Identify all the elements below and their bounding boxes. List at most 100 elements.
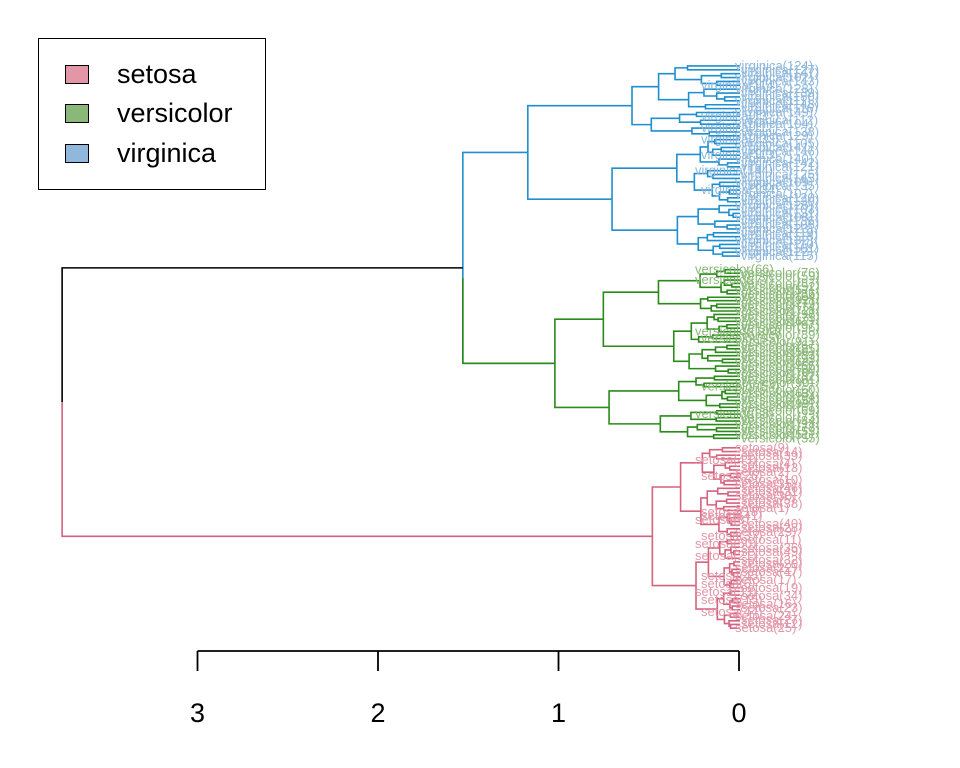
leaf-label: setosa(47) bbox=[741, 564, 802, 579]
virginica-branch bbox=[715, 92, 740, 100]
leaf-label: virginica(146) bbox=[741, 143, 819, 158]
setosa-branch bbox=[726, 513, 740, 522]
leaf-label: virginica(109) bbox=[735, 174, 813, 189]
leaf-label: setosa(32) bbox=[741, 552, 802, 567]
leaf-label: versicolor(54) bbox=[701, 379, 780, 394]
leaf-label: setosa(36) bbox=[741, 540, 802, 555]
leaf-label: versicolor(97) bbox=[741, 317, 820, 332]
leaf-label: virginica(140) bbox=[735, 151, 813, 166]
setosa-branch bbox=[726, 528, 740, 536]
leaf-label: setosa(20) bbox=[741, 556, 802, 571]
leaf-label: setosa(10) bbox=[741, 472, 802, 487]
leaf-label: virginica(123) bbox=[735, 221, 813, 236]
x-axis-tick-label: 1 bbox=[551, 698, 566, 728]
leaf-label: virginica(143) bbox=[741, 73, 819, 88]
leaf-label: versicolor(75) bbox=[741, 310, 820, 325]
versicolor-branch bbox=[715, 303, 740, 309]
leaf-label: versicolor(96) bbox=[741, 320, 820, 335]
setosa-branch bbox=[732, 572, 740, 578]
setosa-branch bbox=[725, 498, 740, 504]
leaf-label: virginica(135) bbox=[741, 178, 819, 193]
leaf-label: virginica(105) bbox=[741, 136, 819, 151]
leaf-label: versicolor(95) bbox=[701, 331, 780, 346]
leaf-label: setosa(41) bbox=[701, 508, 762, 523]
leaf-label: virginica(120) bbox=[741, 190, 819, 205]
leaf-label: setosa(13) bbox=[741, 460, 802, 475]
leaf-label: setosa(21) bbox=[695, 548, 756, 563]
leaf-labels: setosa(9)setosa(14)setosa(39)setosa(43)s… bbox=[695, 58, 820, 635]
leaf-label: versicolor(64) bbox=[741, 289, 820, 304]
leaf-label: virginica(144) bbox=[695, 163, 773, 178]
leaf-label: versicolor(78) bbox=[741, 420, 820, 435]
leaf-label: virginica(116) bbox=[741, 101, 818, 116]
leaf-label: versicolor(89) bbox=[741, 327, 820, 342]
dendrogram-branches bbox=[61, 65, 740, 629]
virginica-branch bbox=[676, 215, 699, 245]
virginica-branch bbox=[732, 212, 740, 219]
leaf-label: virginica(139) bbox=[741, 85, 819, 100]
leaf-label: virginica(117) bbox=[701, 120, 778, 135]
setosa-branch bbox=[724, 549, 740, 560]
leaf-label: setosa(6) bbox=[701, 576, 755, 591]
leaf-label: virginica(106) bbox=[741, 217, 819, 232]
leaf-label: setosa(25) bbox=[735, 620, 796, 635]
leaf-label: setosa(50) bbox=[695, 536, 756, 551]
setosa-branch bbox=[715, 454, 740, 460]
leaf-label: virginica(128) bbox=[735, 81, 813, 96]
versicolor-branch bbox=[695, 377, 715, 386]
virginica-branch bbox=[686, 65, 740, 71]
leaf-label: versicolor(60) bbox=[741, 382, 820, 397]
legend-entry-virginica: virginica bbox=[65, 138, 216, 168]
setosa-branch bbox=[729, 612, 740, 618]
legend-entry-setosa: setosa bbox=[65, 59, 197, 89]
leaf-label: virginica(103) bbox=[741, 202, 819, 217]
versicolor-branch bbox=[608, 390, 679, 425]
leaf-label: versicolor(55) bbox=[741, 430, 820, 445]
leaf-label: versicolor(65) bbox=[741, 358, 820, 373]
leaf-label: virginica(131) bbox=[741, 205, 819, 220]
virginica-branch bbox=[691, 127, 740, 135]
leaf-label: virginica(107) bbox=[735, 186, 813, 201]
leaf-label: setosa(49) bbox=[741, 544, 802, 559]
legend-swatch-versicolor bbox=[65, 103, 89, 123]
versicolor-branch bbox=[602, 291, 674, 348]
setosa-branch bbox=[679, 461, 703, 513]
legend-label-versicolor: versicolor bbox=[117, 97, 233, 128]
versicolor-branch bbox=[686, 426, 714, 438]
leaf-label: versicolor(76) bbox=[741, 265, 820, 280]
leaf-label: setosa(2) bbox=[735, 464, 789, 479]
setosa-branch bbox=[720, 474, 731, 484]
leaf-label: setosa(18) bbox=[701, 504, 762, 519]
leaf-label: virginica(137) bbox=[701, 108, 779, 123]
leaf-label: virginica(122) bbox=[735, 244, 813, 259]
versicolor-branch bbox=[659, 415, 691, 433]
virginica-branch bbox=[703, 88, 740, 97]
leaf-label: setosa(1) bbox=[735, 500, 789, 515]
leaf-label: versicolor(63) bbox=[735, 386, 814, 401]
leaf-label: setosa(43) bbox=[695, 452, 756, 467]
setosa-branch bbox=[731, 568, 740, 576]
x-axis: 3 2 1 0 bbox=[190, 650, 747, 728]
leaf-label: virginica(111) bbox=[735, 93, 811, 108]
versicolor-branch bbox=[716, 409, 740, 415]
leaf-label: setosa(46) bbox=[741, 480, 802, 495]
leaf-label: setosa(44) bbox=[701, 604, 762, 619]
leaf-label: virginica(142) bbox=[741, 155, 819, 170]
leaf-label: setosa(33) bbox=[695, 584, 756, 599]
leaf-label: versicolor(91) bbox=[735, 334, 814, 349]
setosa-branch bbox=[728, 581, 740, 589]
legend-swatch-virginica bbox=[65, 143, 89, 163]
leaf-label: versicolor(72) bbox=[735, 303, 814, 318]
leaf-label: setosa(23) bbox=[741, 600, 802, 615]
virginica-branch bbox=[718, 158, 740, 166]
leaf-label: versicolor(83) bbox=[741, 348, 820, 363]
virginica-branch bbox=[726, 162, 740, 168]
leaf-label: versicolor(77) bbox=[695, 272, 774, 287]
setosa-branch bbox=[707, 547, 725, 578]
leaf-label: virginica(148) bbox=[741, 97, 819, 112]
leaf-label: virginica(104) bbox=[735, 116, 813, 131]
versicolor-branch bbox=[715, 270, 740, 278]
virginica-branch bbox=[714, 220, 740, 228]
setosa-branch bbox=[718, 516, 728, 533]
leaf-label: setosa(34) bbox=[741, 588, 802, 603]
